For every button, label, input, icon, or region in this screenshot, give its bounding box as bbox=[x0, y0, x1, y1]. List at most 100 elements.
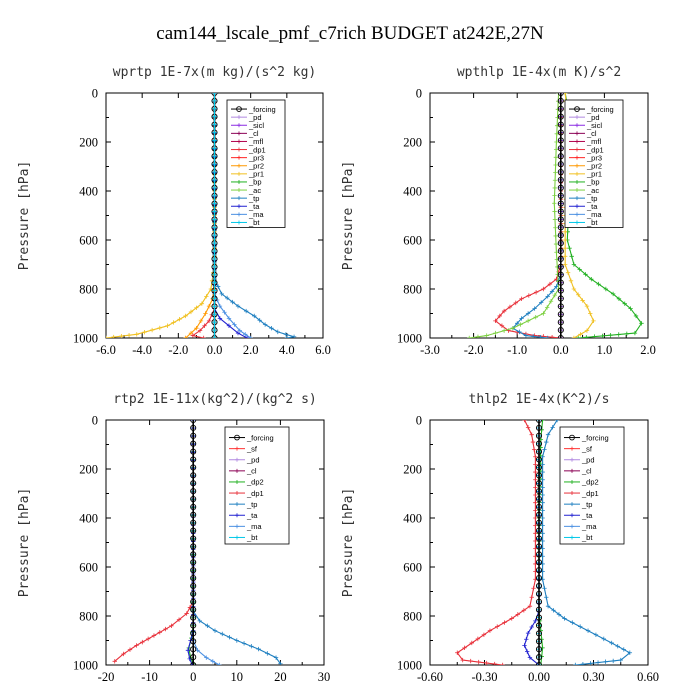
x-tick-label: -20 bbox=[98, 670, 115, 684]
legend-label: _pr3 bbox=[586, 153, 602, 162]
marker-dp1 bbox=[530, 439, 536, 445]
marker-forcing bbox=[535, 661, 543, 665]
marker-pr1 bbox=[111, 334, 116, 338]
marker-bt bbox=[212, 327, 217, 333]
marker-tp bbox=[540, 492, 545, 498]
marker-forcing bbox=[190, 440, 197, 447]
marker-forcing bbox=[557, 216, 564, 223]
marker-tp bbox=[220, 631, 225, 637]
series-group bbox=[467, 93, 644, 338]
legend-marker bbox=[570, 513, 574, 518]
marker-bt bbox=[212, 169, 217, 175]
marker-forcing bbox=[190, 598, 197, 605]
legend-label: _ac bbox=[248, 186, 261, 195]
y-tick-label: 0 bbox=[92, 87, 98, 101]
legend-label: _tp bbox=[586, 194, 597, 203]
marker-dp1 bbox=[525, 425, 531, 430]
marker-bt bbox=[212, 106, 217, 112]
marker-dp1 bbox=[547, 281, 553, 287]
legend-label: _bp bbox=[586, 178, 600, 187]
legend-marker bbox=[237, 179, 241, 184]
marker-tp bbox=[283, 332, 289, 337]
panel-4: thlp2 1E-4x(K^2)/s Pressure [hPa] -0.60 -0.… bbox=[341, 392, 659, 684]
marker-pr1 bbox=[576, 292, 581, 297]
legend-marker bbox=[575, 131, 579, 136]
marker-dp1 bbox=[533, 462, 538, 467]
series-group bbox=[112, 420, 283, 665]
marker-tp bbox=[585, 628, 591, 633]
marker-dp1 bbox=[501, 308, 507, 314]
marker-dp1 bbox=[529, 595, 534, 600]
marker-forcing bbox=[190, 590, 197, 597]
marker-forcing bbox=[535, 440, 543, 447]
marker-dp1 bbox=[515, 612, 521, 617]
marker-forcing bbox=[190, 551, 197, 558]
marker-forcing bbox=[557, 271, 564, 278]
marker-forcing bbox=[535, 654, 543, 661]
marker-ac bbox=[553, 225, 558, 230]
marker-forcing bbox=[557, 295, 564, 302]
marker-dp1 bbox=[533, 469, 538, 475]
marker-dp1 bbox=[497, 313, 502, 319]
marker-ta bbox=[226, 323, 232, 328]
marker-forcing bbox=[190, 495, 197, 503]
marker-forcing bbox=[535, 480, 543, 487]
marker-bt bbox=[212, 122, 217, 127]
x-tick-label: -10 bbox=[141, 670, 158, 684]
marker-tp bbox=[532, 306, 537, 311]
marker-tp bbox=[517, 329, 522, 335]
marker-ma bbox=[217, 662, 222, 665]
legend-label: _bp bbox=[248, 178, 262, 187]
marker-bp bbox=[616, 332, 621, 337]
marker-forcing bbox=[190, 535, 197, 542]
legend-marker bbox=[575, 179, 579, 184]
marker-ma bbox=[195, 648, 200, 653]
legend-label: _tp bbox=[581, 500, 592, 509]
legend-label: _ac bbox=[586, 186, 599, 195]
marker-forcing bbox=[535, 614, 543, 621]
marker-forcing bbox=[557, 232, 564, 239]
marker-dp1 bbox=[145, 636, 151, 642]
marker-forcing bbox=[190, 559, 197, 566]
marker-tp bbox=[542, 447, 547, 452]
marker-ac bbox=[554, 139, 559, 145]
marker-tp bbox=[197, 618, 202, 624]
marker-bt bbox=[212, 93, 217, 96]
legend-marker bbox=[575, 147, 579, 152]
marker-tp bbox=[519, 316, 524, 321]
legend-marker bbox=[575, 139, 579, 144]
marker-tp bbox=[595, 660, 601, 665]
y-tick-label: 200 bbox=[79, 463, 98, 477]
legend-marker bbox=[237, 220, 241, 225]
marker-dp1 bbox=[521, 608, 527, 613]
marker-bt bbox=[212, 319, 217, 325]
marker-tp bbox=[227, 635, 232, 640]
y-tick-label: 600 bbox=[403, 561, 422, 575]
marker-ac bbox=[467, 335, 472, 338]
legend-label: _dp1 bbox=[246, 489, 264, 498]
legend-label: _dp2 bbox=[581, 478, 599, 487]
legend-marker bbox=[570, 468, 574, 473]
marker-dp1 bbox=[169, 623, 174, 628]
series-line-dp1 bbox=[456, 420, 536, 665]
marker-pr2 bbox=[206, 303, 212, 309]
marker-forcing bbox=[190, 519, 197, 526]
marker-pr1 bbox=[134, 332, 139, 337]
legend-marker bbox=[235, 535, 239, 540]
marker-tp bbox=[551, 608, 556, 613]
marker-forcing bbox=[557, 93, 564, 97]
legend-marker bbox=[237, 163, 241, 168]
marker-tp bbox=[234, 638, 239, 643]
legend-marker bbox=[575, 212, 579, 217]
marker-dp1 bbox=[531, 447, 537, 452]
marker-dp1 bbox=[163, 626, 168, 632]
marker-bp bbox=[576, 335, 581, 338]
marker-forcing bbox=[190, 582, 197, 590]
x-tick-label: 20 bbox=[274, 670, 287, 684]
legend-label: _dp1 bbox=[248, 145, 266, 154]
marker-ma bbox=[248, 335, 253, 338]
legend: _forcing _sf _pd _cl _dp2 _dp1 _tp _ta _ma _bt bbox=[224, 426, 290, 545]
marker-forcing bbox=[557, 255, 564, 263]
marker-dp1 bbox=[527, 604, 533, 609]
marker-dp1 bbox=[206, 318, 212, 324]
